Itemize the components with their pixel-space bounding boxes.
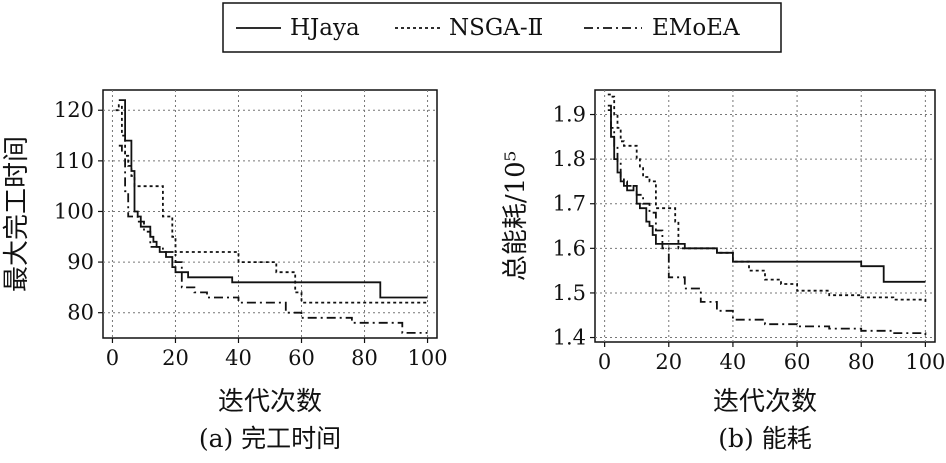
x-tick-label: 0 — [106, 346, 119, 370]
x-tick-label: 20 — [162, 346, 189, 370]
x-tick-label: 0 — [598, 350, 611, 374]
y-tick-label: 1.9 — [553, 103, 586, 127]
y-tick-label: 100 — [54, 199, 94, 223]
x-tick-label: 60 — [288, 346, 315, 370]
series-line-nsga — [115, 104, 428, 304]
panel-a-ylabel: 最大完工时间 — [2, 136, 32, 292]
x-tick-label: 100 — [905, 350, 945, 374]
legend: HJaya NSGA-Ⅱ EMoEA — [222, 2, 782, 53]
y-tick-label: 1.8 — [553, 147, 586, 171]
x-tick-label: 80 — [351, 346, 378, 370]
y-tick-label: 1.4 — [553, 326, 586, 350]
panel-b-series — [607, 93, 927, 336]
panel-b-energy: 0 20 40 60 80 100 1.4 1.5 1.6 1.7 1.8 1.9 总能耗/10⁵ 迭… — [501, 89, 946, 453]
x-tick-label: 40 — [225, 346, 252, 370]
panel-b-xlabel: 迭代次数 — [713, 387, 817, 417]
x-tick-label: 80 — [848, 350, 875, 374]
panel-a-caption: (a) 完工时间 — [199, 424, 341, 453]
series-line-nsga — [607, 93, 927, 302]
panel-a-grid — [103, 90, 437, 338]
x-tick-label: 40 — [720, 350, 747, 374]
series-line-emoea — [118, 144, 428, 334]
x-tick-label: 100 — [408, 346, 448, 370]
panel-a-xlabel: 迭代次数 — [218, 387, 322, 417]
y-tick-label: 80 — [67, 301, 94, 325]
y-tick-label: 120 — [54, 98, 94, 122]
panel-b-plot-frame — [594, 89, 936, 343]
x-tick-label: 20 — [655, 350, 682, 374]
panel-b-grid — [595, 90, 935, 342]
legend-label-nsga2: NSGA-Ⅱ — [449, 15, 543, 41]
series-line-hjaya — [118, 99, 428, 299]
panel-a-makespan: 0 20 40 60 80 100 80 90 100 110 120 最大完工时间 迭代次数 (a… — [2, 89, 448, 453]
y-tick-label: 1.6 — [553, 236, 586, 260]
panel-b-caption: (b) 能耗 — [718, 424, 811, 453]
panel-a-ticks: 0 20 40 60 80 100 80 90 100 110 120 — [54, 98, 448, 370]
legend-label-emoea: EMoEA — [652, 15, 740, 41]
y-tick-label: 110 — [54, 149, 94, 173]
panel-b-ylabel: 总能耗/10⁵ — [501, 151, 531, 281]
series-line-hjaya — [607, 109, 926, 283]
legend-label-hjaya: HJaya — [290, 15, 360, 41]
legend-frame — [222, 2, 782, 53]
panel-a-series — [115, 99, 428, 334]
y-tick-label: 1.5 — [553, 281, 586, 305]
y-tick-label: 1.7 — [553, 192, 586, 216]
series-line-emoea — [607, 104, 927, 336]
panel-b-ticks: 0 20 40 60 80 100 1.4 1.5 1.6 1.7 1.8 1.9 — [553, 103, 946, 374]
x-tick-label: 60 — [784, 350, 811, 374]
y-tick-label: 90 — [67, 250, 94, 274]
panel-a-plot-frame — [102, 89, 438, 339]
